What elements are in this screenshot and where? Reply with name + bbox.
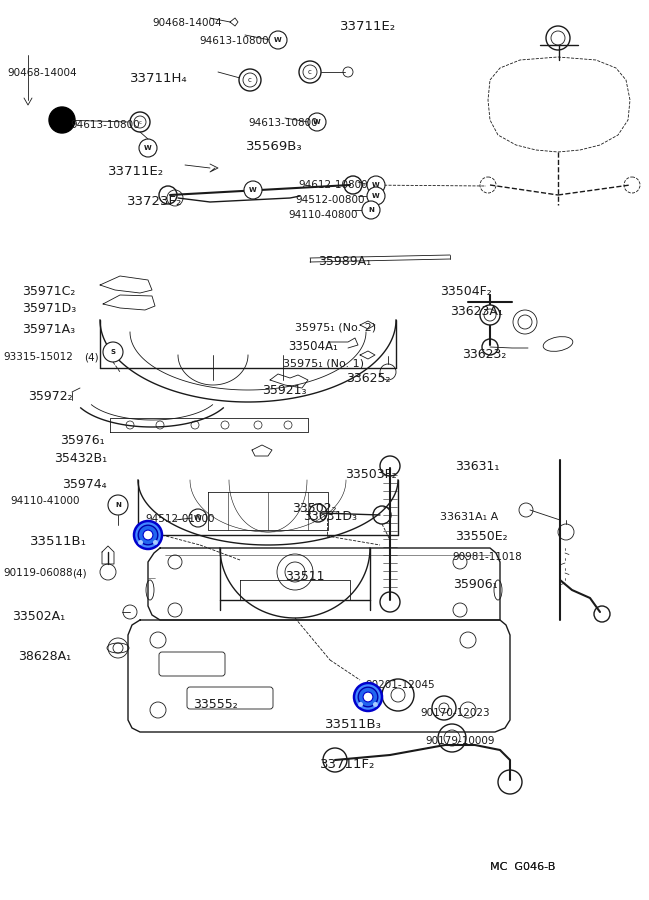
- Text: 33631A₁ A: 33631A₁ A: [440, 512, 498, 522]
- Circle shape: [139, 139, 157, 157]
- Ellipse shape: [358, 702, 363, 706]
- Text: 33502A₁: 33502A₁: [12, 610, 65, 623]
- Text: 90119-06088: 90119-06088: [3, 568, 73, 578]
- Text: 33723F₂: 33723F₂: [127, 195, 182, 208]
- Ellipse shape: [373, 702, 378, 706]
- Text: W: W: [372, 193, 380, 199]
- Text: 35989A₁: 35989A₁: [318, 255, 371, 268]
- Text: 90468-14004: 90468-14004: [152, 18, 221, 28]
- Text: 33504A₁: 33504A₁: [288, 340, 338, 353]
- Text: 35976₁: 35976₁: [60, 434, 104, 447]
- Text: 90981-11018: 90981-11018: [452, 552, 522, 562]
- Text: 94612-10800: 94612-10800: [298, 180, 367, 190]
- Text: W: W: [249, 187, 257, 193]
- Circle shape: [244, 181, 262, 199]
- Text: c: c: [138, 120, 141, 124]
- Text: N: N: [368, 207, 374, 213]
- Text: 33631₁: 33631₁: [455, 460, 499, 473]
- Circle shape: [308, 113, 326, 131]
- Text: 38628A₁: 38628A₁: [18, 650, 71, 663]
- Text: 35974₄: 35974₄: [62, 478, 106, 491]
- Text: 35569B₃: 35569B₃: [246, 140, 302, 153]
- Text: 33504F₂: 33504F₂: [440, 285, 492, 298]
- Circle shape: [367, 176, 385, 194]
- Text: c: c: [308, 69, 312, 75]
- Circle shape: [189, 509, 207, 527]
- Text: 33555₂: 33555₂: [193, 698, 238, 711]
- Text: MC  G046-B: MC G046-B: [490, 862, 556, 872]
- Text: 33623A₁: 33623A₁: [450, 305, 503, 318]
- Circle shape: [49, 107, 75, 133]
- Text: 94110-40800: 94110-40800: [288, 210, 358, 220]
- Text: W: W: [274, 37, 282, 43]
- Text: 33503F₂: 33503F₂: [345, 468, 397, 481]
- Text: 33511: 33511: [285, 570, 324, 583]
- Text: 94613-10800: 94613-10800: [199, 36, 269, 46]
- Text: 35971A₃: 35971A₃: [22, 323, 75, 336]
- Text: 35906₁: 35906₁: [453, 578, 498, 591]
- Text: 35921₃: 35921₃: [262, 384, 306, 397]
- Text: W: W: [194, 515, 202, 521]
- Text: 33511B₃: 33511B₃: [325, 718, 382, 731]
- Text: 94512-00800: 94512-00800: [295, 195, 365, 205]
- Text: 94512-01000: 94512-01000: [145, 514, 215, 524]
- Text: 35975₁ (No. 1): 35975₁ (No. 1): [283, 358, 364, 368]
- Text: 33550E₂: 33550E₂: [455, 530, 508, 543]
- Circle shape: [108, 495, 128, 515]
- Circle shape: [299, 61, 321, 83]
- Text: 33625₂: 33625₂: [346, 372, 391, 385]
- Circle shape: [239, 69, 261, 91]
- Circle shape: [362, 201, 380, 219]
- Text: 94110-41000: 94110-41000: [10, 496, 79, 506]
- Text: c: c: [248, 77, 252, 83]
- Text: 90170-12023: 90170-12023: [420, 708, 489, 718]
- Ellipse shape: [138, 540, 143, 544]
- Text: W: W: [372, 182, 380, 188]
- Ellipse shape: [354, 683, 382, 711]
- Text: 35972₂: 35972₂: [28, 390, 73, 403]
- Text: N: N: [115, 502, 121, 508]
- Ellipse shape: [138, 526, 158, 544]
- Text: 35975₁ (No. 2): 35975₁ (No. 2): [295, 322, 376, 332]
- Text: 94613-10800: 94613-10800: [70, 120, 140, 130]
- Text: 33711E₂: 33711E₂: [340, 20, 396, 33]
- Ellipse shape: [363, 692, 373, 702]
- Circle shape: [269, 31, 287, 49]
- Ellipse shape: [153, 540, 158, 544]
- Text: 35971C₂: 35971C₂: [22, 285, 75, 298]
- Text: 33502₂: 33502₂: [292, 502, 337, 515]
- Text: 33711E₂: 33711E₂: [108, 165, 164, 178]
- Text: 35971D₃: 35971D₃: [22, 302, 76, 315]
- Text: 33511B₁: 33511B₁: [30, 535, 87, 548]
- Circle shape: [367, 187, 385, 205]
- Circle shape: [130, 112, 150, 132]
- Text: 33711F₂: 33711F₂: [320, 758, 375, 771]
- Text: (4): (4): [84, 352, 99, 362]
- Text: 33711H₄: 33711H₄: [130, 72, 188, 85]
- Ellipse shape: [358, 688, 378, 706]
- Circle shape: [103, 342, 123, 362]
- Text: 94613-10800: 94613-10800: [248, 118, 317, 128]
- Text: W: W: [313, 119, 321, 125]
- Text: 90179-10009: 90179-10009: [425, 736, 495, 746]
- Text: 90468-14004: 90468-14004: [7, 68, 77, 78]
- Ellipse shape: [134, 521, 162, 549]
- Text: 35432B₁: 35432B₁: [54, 452, 107, 465]
- Text: 33631D₃: 33631D₃: [303, 510, 357, 523]
- Text: 93315-15012: 93315-15012: [3, 352, 73, 362]
- Text: 90201-12045: 90201-12045: [365, 680, 435, 690]
- Text: MC  G046-B: MC G046-B: [490, 862, 556, 872]
- Circle shape: [480, 305, 500, 325]
- Text: S: S: [110, 349, 116, 355]
- Ellipse shape: [143, 530, 153, 540]
- Text: 33623₂: 33623₂: [462, 348, 506, 361]
- Text: (4): (4): [72, 568, 86, 578]
- Text: W: W: [144, 145, 152, 151]
